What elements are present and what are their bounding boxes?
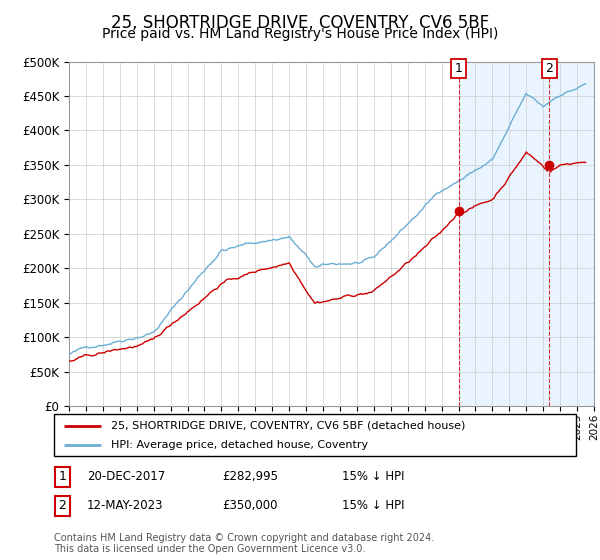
Text: £282,995: £282,995 — [222, 470, 278, 483]
Bar — [577, 62, 600, 406]
Text: 15% ↓ HPI: 15% ↓ HPI — [342, 470, 404, 483]
Bar — [458, 62, 600, 406]
Text: 2: 2 — [58, 500, 67, 512]
Text: 1: 1 — [455, 62, 463, 75]
Text: 15% ↓ HPI: 15% ↓ HPI — [342, 500, 404, 512]
Text: 25, SHORTRIDGE DRIVE, COVENTRY, CV6 5BF: 25, SHORTRIDGE DRIVE, COVENTRY, CV6 5BF — [111, 14, 489, 32]
Text: 12-MAY-2023: 12-MAY-2023 — [87, 500, 163, 512]
FancyBboxPatch shape — [54, 414, 576, 456]
Text: £350,000: £350,000 — [222, 500, 277, 512]
FancyBboxPatch shape — [55, 496, 70, 516]
Text: Contains HM Land Registry data © Crown copyright and database right 2024.
This d: Contains HM Land Registry data © Crown c… — [54, 533, 434, 554]
Text: 25, SHORTRIDGE DRIVE, COVENTRY, CV6 5BF (detached house): 25, SHORTRIDGE DRIVE, COVENTRY, CV6 5BF … — [112, 421, 466, 431]
FancyBboxPatch shape — [55, 466, 70, 487]
Text: 1: 1 — [58, 470, 67, 483]
Text: Price paid vs. HM Land Registry's House Price Index (HPI): Price paid vs. HM Land Registry's House … — [102, 27, 498, 41]
Text: HPI: Average price, detached house, Coventry: HPI: Average price, detached house, Cove… — [112, 440, 368, 450]
Text: 2: 2 — [545, 62, 553, 75]
Text: 20-DEC-2017: 20-DEC-2017 — [87, 470, 165, 483]
